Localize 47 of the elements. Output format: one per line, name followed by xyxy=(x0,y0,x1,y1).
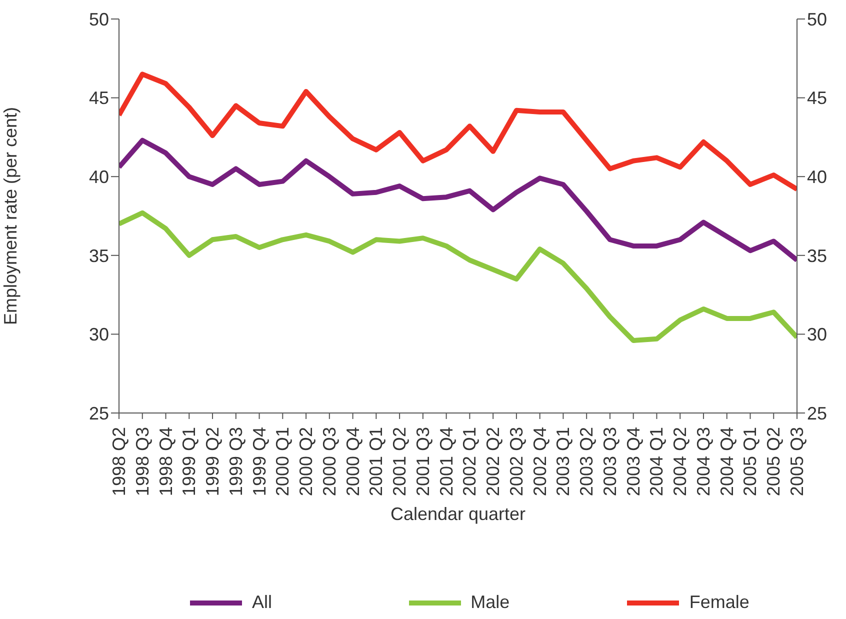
x-tick-label: 1999 Q2 xyxy=(202,427,223,496)
x-tick-label: 2002 Q1 xyxy=(460,427,480,496)
x-tick-label: 2001 Q3 xyxy=(412,427,433,496)
x-tick-label: 2000 Q1 xyxy=(272,427,293,496)
y-tick-label: 50 xyxy=(88,9,109,30)
y-tick-label: 40 xyxy=(88,166,109,187)
y2-tick-label: 50 xyxy=(807,9,828,30)
x-tick-label: 2002 Q2 xyxy=(483,427,504,496)
y2-tick-label: 25 xyxy=(807,403,828,424)
x-tick-label: 2001 Q1 xyxy=(366,427,386,496)
y2-tick-label: 30 xyxy=(807,324,828,345)
x-tick-label: 2004 Q3 xyxy=(693,427,714,496)
x-tick-label: 1999 Q1 xyxy=(179,427,200,496)
x-tick-label: 2000 Q4 xyxy=(342,427,363,496)
y2-tick-label: 45 xyxy=(807,88,828,108)
y-axis-title: Employment rate (per cent) xyxy=(0,106,20,326)
x-tick-label: 2003 Q2 xyxy=(576,427,597,496)
x-tick-label: 1999 Q4 xyxy=(249,427,270,496)
x-tick-label: 2005 Q3 xyxy=(787,427,807,496)
x-tick-label: 2000 Q2 xyxy=(296,427,316,496)
x-tick-label: 2000 Q3 xyxy=(319,427,340,496)
y-tick-label: 25 xyxy=(88,403,109,424)
x-tick-label: 2001 Q4 xyxy=(436,427,456,496)
x-tick-label: 2003 Q1 xyxy=(553,427,574,496)
x-tick-label: 2004 Q4 xyxy=(716,427,737,496)
x-tick-label: 2002 Q4 xyxy=(530,427,550,496)
y-tick-label: 45 xyxy=(88,88,109,108)
x-tick-label: 2005 Q1 xyxy=(740,427,760,496)
legend-label: All xyxy=(252,592,272,613)
x-tick-label: 2005 Q2 xyxy=(764,427,784,496)
x-tick-label: 2002 Q3 xyxy=(506,427,526,496)
x-tick-label: 1998 Q3 xyxy=(132,427,152,496)
y-tick-label: 35 xyxy=(88,246,109,266)
x-tick-label: 2001 Q2 xyxy=(390,427,410,496)
x-axis-title: Calendar quarter xyxy=(390,504,526,524)
legend-label: Male xyxy=(470,592,510,613)
y2-tick-label: 40 xyxy=(807,166,828,187)
y2-tick-label: 35 xyxy=(807,246,828,266)
x-tick-label: 2004 Q1 xyxy=(646,427,667,496)
x-tick-label: 2004 Q2 xyxy=(670,427,690,496)
x-tick-label: 2003 Q4 xyxy=(623,427,644,496)
x-tick-label: 1998 Q2 xyxy=(109,427,129,496)
x-tick-label: 1999 Q3 xyxy=(226,427,246,496)
x-tick-label: 2003 Q3 xyxy=(600,427,620,496)
legend-label: Female xyxy=(689,592,750,613)
x-tick-label: 1998 Q4 xyxy=(156,427,176,496)
y-tick-label: 30 xyxy=(88,324,109,345)
